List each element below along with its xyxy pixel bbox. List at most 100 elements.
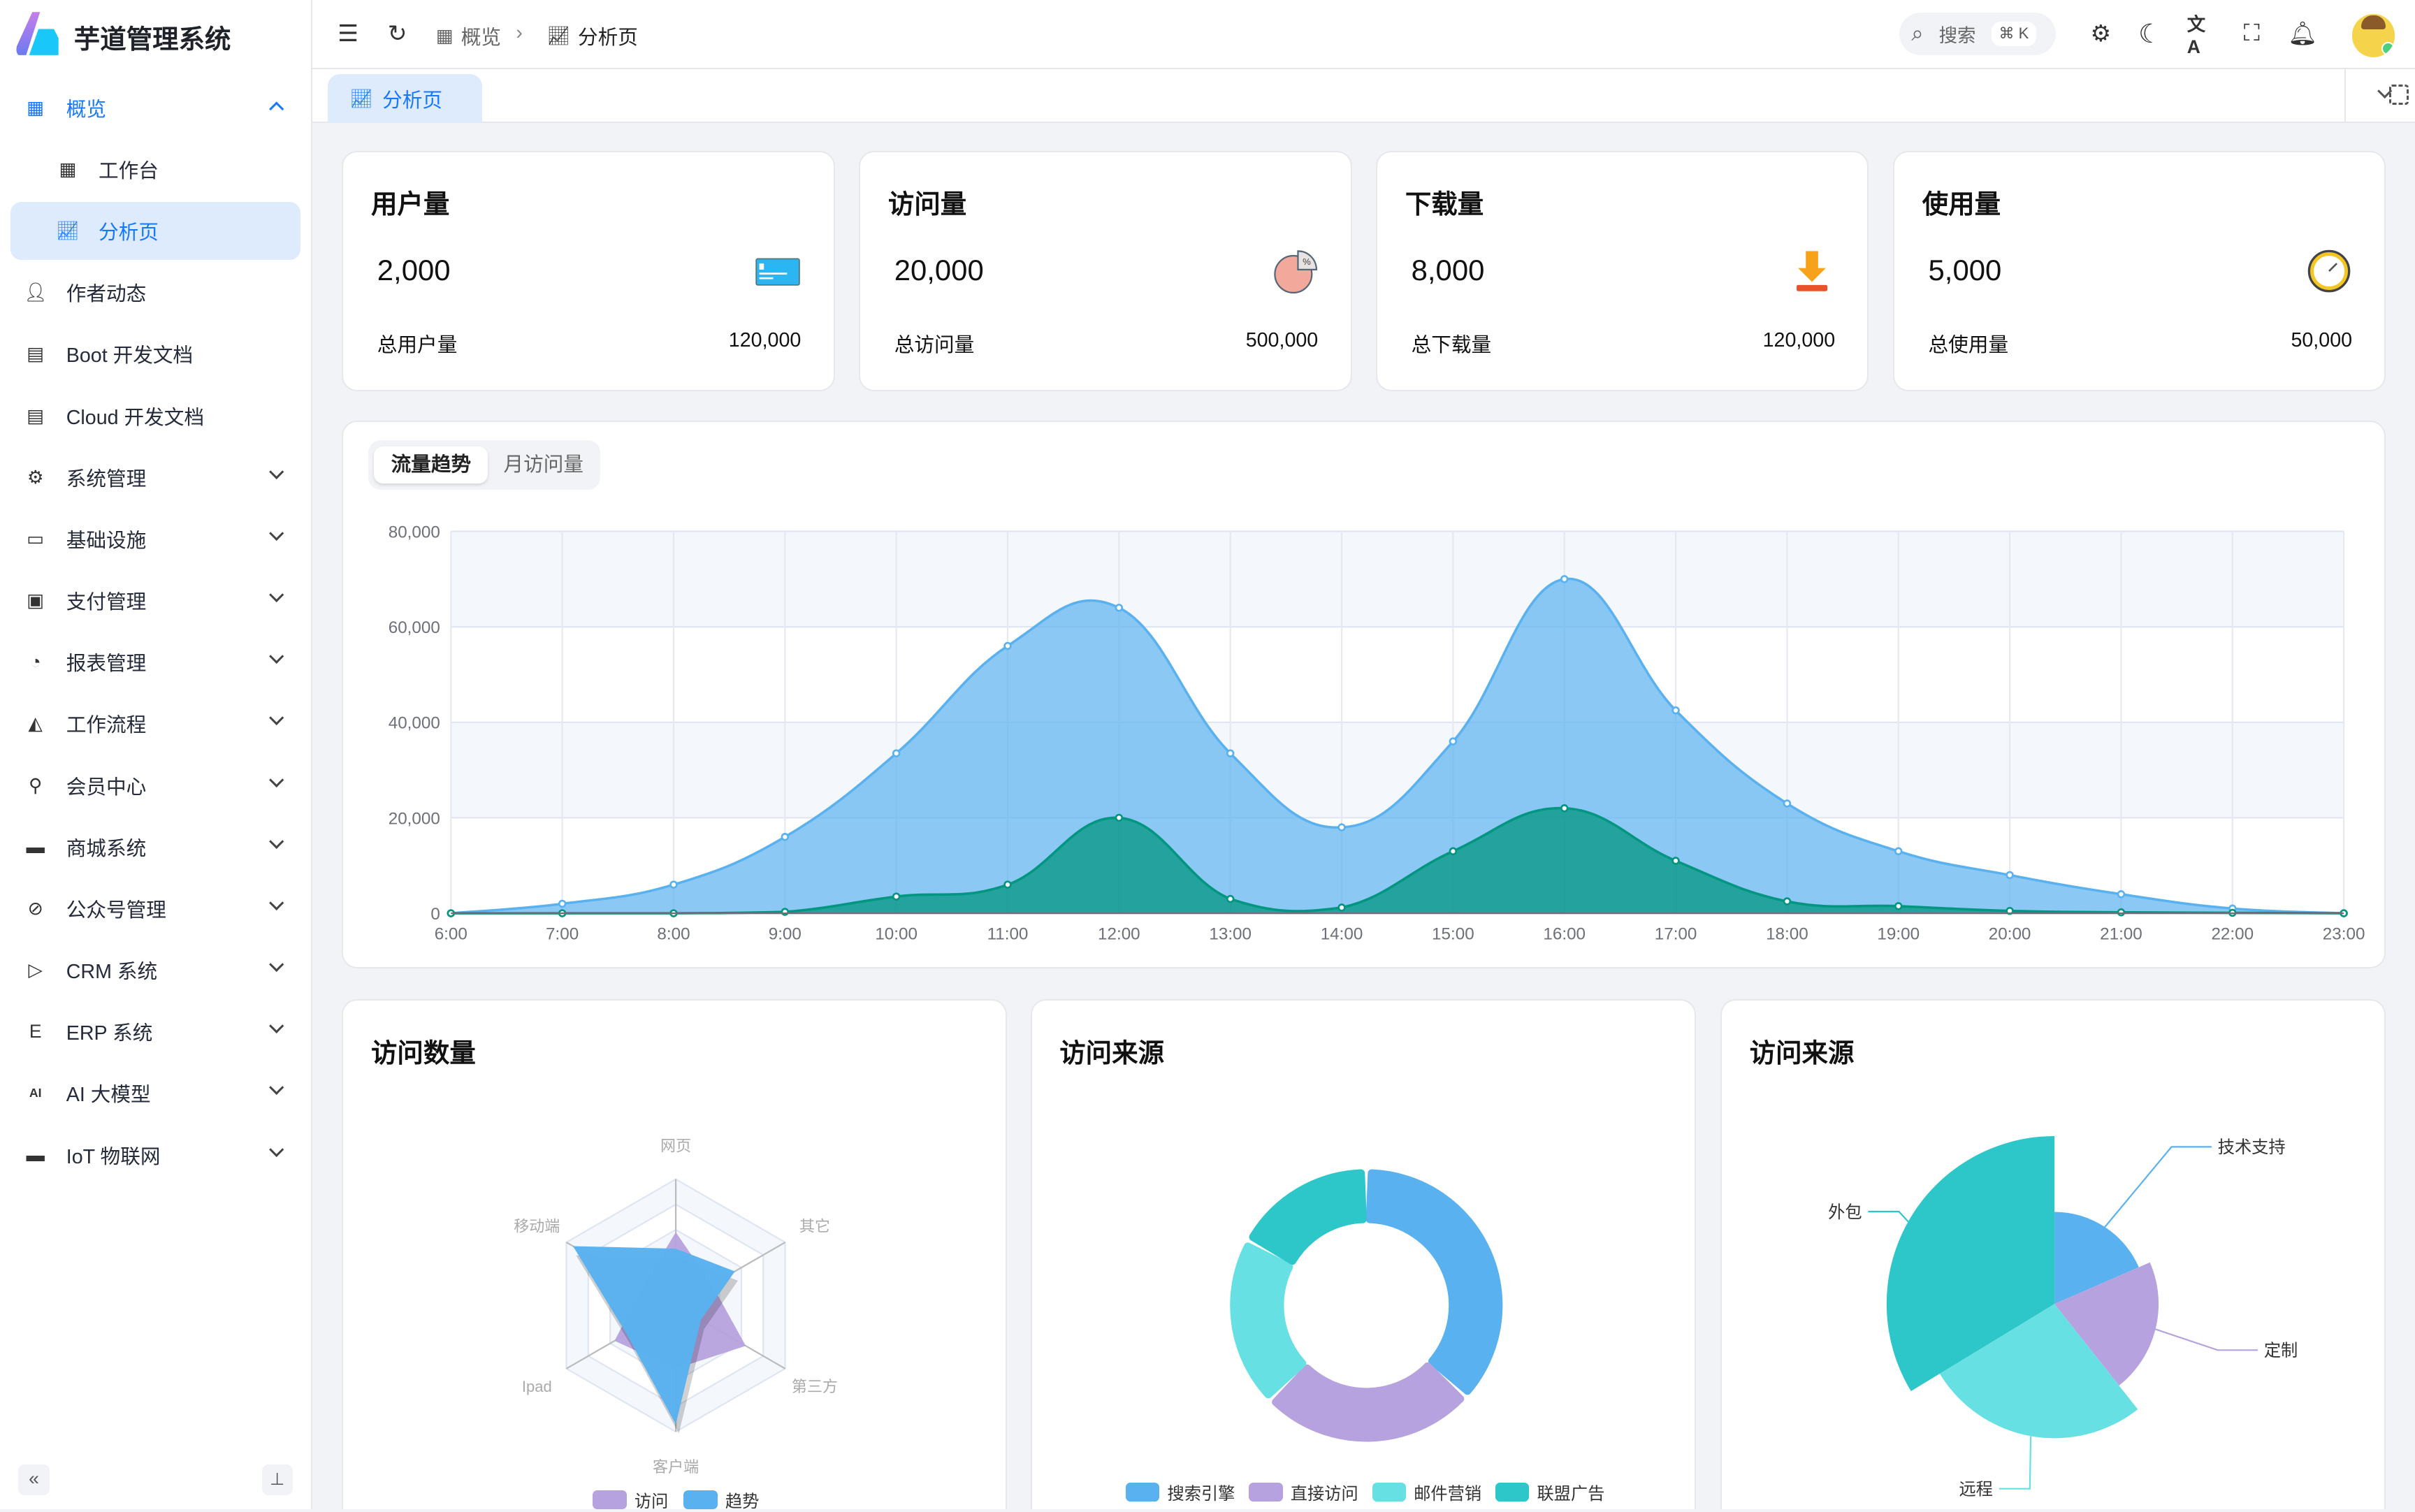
data-point[interactable]	[1783, 897, 1792, 906]
menu-toggle-icon[interactable]: ☰	[338, 21, 358, 48]
legend-item[interactable]: 趋势	[683, 1488, 759, 1512]
data-point[interactable]	[669, 880, 679, 889]
workflow-icon: ◭	[28, 713, 43, 734]
divider	[2344, 69, 2346, 124]
sidebar-item[interactable]: ◔ 报表管理	[10, 633, 300, 692]
tab-traffic-trend[interactable]: 流量趋势	[374, 446, 488, 484]
radar-indicator-label: 移动端	[514, 1218, 560, 1235]
legend-item[interactable]: 访问	[593, 1488, 668, 1512]
breadcrumb-item-current: 📈︎ 分析页	[546, 24, 638, 49]
sidebar-item[interactable]: ◭ 工作流程	[10, 695, 300, 753]
donut-slice[interactable]	[1248, 1169, 1367, 1265]
dark-mode-icon[interactable]: ☾	[2138, 19, 2162, 49]
sidebar-item[interactable]: ▬ IoT 物联网	[10, 1126, 300, 1184]
card-icon	[755, 258, 800, 286]
data-point[interactable]	[1115, 813, 1124, 822]
breadcrumb-item[interactable]: ▦ 概览	[435, 24, 502, 49]
rose-slice[interactable]	[2054, 1263, 2159, 1386]
radar-series-1[interactable]	[573, 1246, 735, 1425]
data-point[interactable]	[1560, 574, 1569, 583]
legend-item[interactable]: 邮件营销	[1372, 1480, 1481, 1504]
sidebar-item[interactable]: AI AI 大模型	[10, 1064, 300, 1123]
data-point[interactable]	[1226, 894, 1235, 903]
sidebar-item[interactable]: ⚙ 系统管理	[10, 448, 300, 507]
notification-bell-icon[interactable]: 🔔︎	[2288, 20, 2318, 47]
rose-slice[interactable]	[1886, 1136, 2055, 1392]
fullscreen-icon[interactable]: ⛶	[2243, 20, 2260, 47]
data-point[interactable]	[2117, 908, 2126, 917]
sidebar-item[interactable]: ⊘ 公众号管理	[10, 880, 300, 938]
data-point[interactable]	[1671, 856, 1681, 865]
data-point[interactable]	[1337, 823, 1347, 831]
language-icon[interactable]: 文A	[2186, 14, 2206, 58]
card-title: 访问来源	[1059, 1038, 1165, 1068]
tab-monthly-visits[interactable]: 月访问量	[503, 453, 584, 476]
stat-footer-label: 总访问量	[894, 334, 975, 357]
donut-slice[interactable]	[1229, 1242, 1306, 1399]
search-button[interactable]: ⌕ 搜索 ⌘ K	[1899, 12, 2057, 56]
legend-item[interactable]: 搜索引擎	[1125, 1480, 1235, 1504]
refresh-icon[interactable]: ↻	[387, 21, 407, 48]
data-point[interactable]	[781, 832, 790, 841]
data-point[interactable]	[2006, 871, 2015, 879]
sidebar-item[interactable]: ▭ 基础设施	[10, 510, 300, 569]
sidebar-item[interactable]: ⚲ 会员中心	[10, 756, 300, 815]
data-point[interactable]	[2117, 889, 2126, 899]
area-fill-series-1	[451, 808, 2344, 913]
y-tick-label: 80,000	[389, 523, 440, 541]
sidebar-item[interactable]: Ε ERP 系统	[10, 1003, 300, 1061]
data-point[interactable]	[1560, 804, 1569, 813]
data-point[interactable]	[1003, 880, 1013, 889]
sidebar-item-label: Cloud 开发文档	[66, 406, 205, 429]
data-point[interactable]	[1226, 749, 1235, 757]
sidebar-item[interactable]: ▣ 支付管理	[10, 572, 300, 630]
legend-swatch	[593, 1490, 627, 1509]
data-point[interactable]	[1449, 737, 1458, 746]
collapse-sidebar-button[interactable]: «	[18, 1464, 50, 1496]
x-tick-label: 14:00	[1321, 924, 1363, 943]
legend-swatch	[1249, 1483, 1283, 1502]
rose-slice[interactable]	[2054, 1212, 2139, 1304]
data-point[interactable]	[1337, 903, 1347, 912]
settings-icon[interactable]: ⚙	[2090, 21, 2112, 48]
sidebar-item[interactable]: ▤ Cloud 开发文档	[10, 386, 300, 445]
sidebar-item-label: 概览	[66, 98, 107, 121]
data-point[interactable]	[892, 892, 901, 901]
donut-slice[interactable]	[1271, 1362, 1464, 1442]
maximize-icon[interactable]	[2388, 85, 2409, 105]
x-tick-label: 10:00	[876, 924, 918, 943]
sidebar-item[interactable]: ▦ 概览	[10, 78, 300, 137]
x-tick-label: 9:00	[769, 924, 802, 943]
data-point[interactable]	[1783, 799, 1792, 808]
x-tick-label: 12:00	[1098, 924, 1140, 943]
data-point[interactable]	[1449, 847, 1458, 855]
legend-item[interactable]: 直接访问	[1249, 1480, 1358, 1504]
sidebar-item[interactable]: ▤ Boot 开发文档	[10, 325, 300, 384]
app-logo	[16, 12, 59, 56]
rose-label: 技术支持	[2218, 1139, 2286, 1158]
sidebar-item-label: 作者动态	[66, 283, 147, 306]
tab-analysis[interactable]: 📈︎ 分析页	[328, 73, 482, 124]
data-point[interactable]	[1894, 901, 1903, 910]
rose-label: 远程	[1959, 1481, 1992, 1499]
data-point[interactable]	[1894, 847, 1903, 855]
data-point[interactable]	[1115, 603, 1124, 612]
avatar[interactable]	[2351, 13, 2395, 57]
data-point[interactable]	[1671, 706, 1681, 715]
stat-title: 使用量	[1922, 189, 2001, 219]
data-point[interactable]	[1003, 641, 1013, 650]
pin-sidebar-button[interactable]: ⊥	[261, 1464, 293, 1496]
donut-slice[interactable]	[1365, 1169, 1502, 1395]
data-point[interactable]	[892, 749, 901, 757]
rose-slice[interactable]	[1939, 1304, 2138, 1439]
sidebar-item[interactable]: 📈︎ 分析页	[10, 201, 300, 261]
data-point[interactable]	[558, 899, 567, 908]
sidebar-item[interactable]: ▬ 商城系统	[10, 817, 300, 876]
sidebar-item-label: CRM 系统	[66, 961, 158, 984]
sidebar-item[interactable]: 👤︎ 作者动态	[10, 263, 300, 322]
sidebar-item[interactable]: ▦ 工作台	[10, 140, 300, 199]
legend-item[interactable]: 联盟广告	[1495, 1480, 1604, 1504]
x-tick-label: 17:00	[1655, 924, 1697, 943]
sidebar-item[interactable]: ▷ CRM 系统	[10, 941, 300, 1000]
